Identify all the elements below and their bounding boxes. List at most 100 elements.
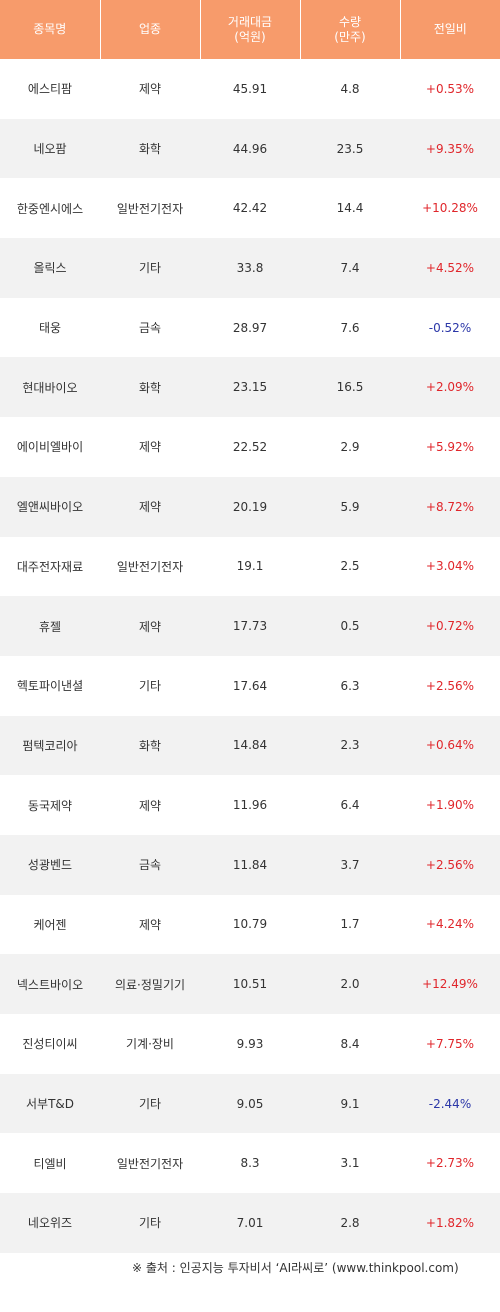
stock-name-cell: 진성티이씨 [0,1014,100,1074]
change-cell: +9.35% [400,118,500,179]
volume-cell: 6.3 [300,655,400,716]
header-change: 전일비 [400,0,500,59]
sector-cell: 기타 [100,238,200,298]
stock-name-cell: 서부T&D [0,1073,100,1134]
volume-cell: 1.7 [300,894,400,955]
change-cell: +12.49% [400,954,500,1014]
change-cell: +1.82% [400,1193,500,1253]
table-row: 네오팜 화학 44.96 23.5 +9.35% [0,118,500,179]
volume-cell: 8.4 [300,1014,400,1074]
change-cell: +0.72% [400,596,500,656]
volume-cell: 4.8 [300,59,400,119]
stock-name-cell: 태웅 [0,297,100,358]
table-row: 헥토파이낸셜 기타 17.64 6.3 +2.56% [0,655,500,716]
trade-amount-cell: 20.19 [200,476,300,537]
change-cell: +5.92% [400,417,500,477]
change-cell: +1.90% [400,775,500,835]
volume-cell: 23.5 [300,118,400,179]
table-row: 엘앤씨바이오 제약 20.19 5.9 +8.72% [0,476,500,537]
table-row: 휴젤 제약 17.73 0.5 +0.72% [0,596,500,656]
change-cell: +4.52% [400,238,500,298]
change-cell: +4.24% [400,894,500,955]
volume-cell: 2.3 [300,715,400,776]
stock-name-cell: 티엘비 [0,1133,100,1194]
trade-amount-cell: 9.93 [200,1014,300,1074]
sector-cell: 화학 [100,118,200,179]
trade-amount-cell: 11.84 [200,834,300,895]
stock-name-cell: 에이비엘바이 [0,417,100,477]
trade-amount-cell: 33.8 [200,238,300,298]
table-row: 올릭스 기타 33.8 7.4 +4.52% [0,238,500,298]
volume-cell: 3.1 [300,1133,400,1194]
change-cell: +2.56% [400,834,500,895]
trade-amount-cell: 42.42 [200,178,300,239]
trade-amount-cell: 14.84 [200,715,300,776]
sector-cell: 일반전기전자 [100,536,200,597]
trade-amount-cell: 8.3 [200,1133,300,1194]
trade-amount-cell: 28.97 [200,297,300,358]
header-sector: 업종 [100,0,201,59]
table-row: 현대바이오 화학 23.15 16.5 +2.09% [0,357,500,418]
volume-cell: 2.9 [300,417,400,477]
sector-cell: 금속 [100,297,200,358]
header-name: 종목명 [0,0,101,59]
sector-cell: 화학 [100,357,200,418]
table-row: 에스티팜 제약 45.91 4.8 +0.53% [0,59,500,119]
header-row: 종목명 업종 거래대금 (억원) 수량 (만주) 전일비 [0,0,500,59]
change-cell: +2.09% [400,357,500,418]
sector-cell: 일반전기전자 [100,178,200,239]
stock-name-cell: 휴젤 [0,596,100,656]
change-cell: +7.75% [400,1014,500,1074]
header-amount: 거래대금 (억원) [200,0,301,59]
table-row: 성광벤드 금속 11.84 3.7 +2.56% [0,834,500,895]
trade-amount-cell: 23.15 [200,357,300,418]
sector-cell: 제약 [100,775,200,835]
stock-name-cell: 한중엔시에스 [0,178,100,239]
sector-cell: 기타 [100,1073,200,1134]
volume-cell: 16.5 [300,357,400,418]
sector-cell: 기계·장비 [100,1014,200,1074]
stock-name-cell: 케어젠 [0,894,100,955]
volume-cell: 9.1 [300,1073,400,1134]
trade-amount-cell: 22.52 [200,417,300,477]
volume-cell: 7.6 [300,297,400,358]
change-cell: +10.28% [400,178,500,239]
sector-cell: 기타 [100,655,200,716]
stock-name-cell: 에스티팜 [0,59,100,119]
table-row: 대주전자재료 일반전기전자 19.1 2.5 +3.04% [0,536,500,597]
table-row: 티엘비 일반전기전자 8.3 3.1 +2.73% [0,1133,500,1194]
stock-name-cell: 성광벤드 [0,834,100,895]
sector-cell: 화학 [100,715,200,776]
trade-amount-cell: 44.96 [200,118,300,179]
stock-name-cell: 넥스트바이오 [0,954,100,1014]
sector-cell: 제약 [100,59,200,119]
stock-name-cell: 네오팜 [0,118,100,179]
stock-name-cell: 펌텍코리아 [0,715,100,776]
volume-cell: 3.7 [300,834,400,895]
volume-cell: 2.0 [300,954,400,1014]
stock-name-cell: 네오위즈 [0,1193,100,1253]
sector-cell: 의료·정밀기기 [100,954,200,1014]
stock-name-cell: 올릭스 [0,238,100,298]
change-cell: +8.72% [400,476,500,537]
table-row: 동국제약 제약 11.96 6.4 +1.90% [0,775,500,835]
sector-cell: 제약 [100,596,200,656]
sector-cell: 제약 [100,894,200,955]
table-row: 케어젠 제약 10.79 1.7 +4.24% [0,894,500,955]
change-cell: +3.04% [400,536,500,597]
stock-name-cell: 엘앤씨바이오 [0,476,100,537]
table-body: 에스티팜 제약 45.91 4.8 +0.53% 네오팜 화학 44.96 23.5 +9.35%… [0,59,500,1253]
header-volume: 수량 (만주) [300,0,401,59]
table-row: 진성티이씨 기계·장비 9.93 8.4 +7.75% [0,1014,500,1074]
volume-cell: 7.4 [300,238,400,298]
change-cell: +0.64% [400,715,500,776]
table-row: 태웅 금속 28.97 7.6 -0.52% [0,297,500,358]
change-cell: +2.73% [400,1133,500,1194]
sector-cell: 제약 [100,476,200,537]
change-cell: +0.53% [400,59,500,119]
trade-amount-cell: 17.73 [200,596,300,656]
table-row: 넥스트바이오 의료·정밀기기 10.51 2.0 +12.49% [0,954,500,1014]
sector-cell: 금속 [100,834,200,895]
volume-cell: 0.5 [300,596,400,656]
sector-cell: 일반전기전자 [100,1133,200,1194]
